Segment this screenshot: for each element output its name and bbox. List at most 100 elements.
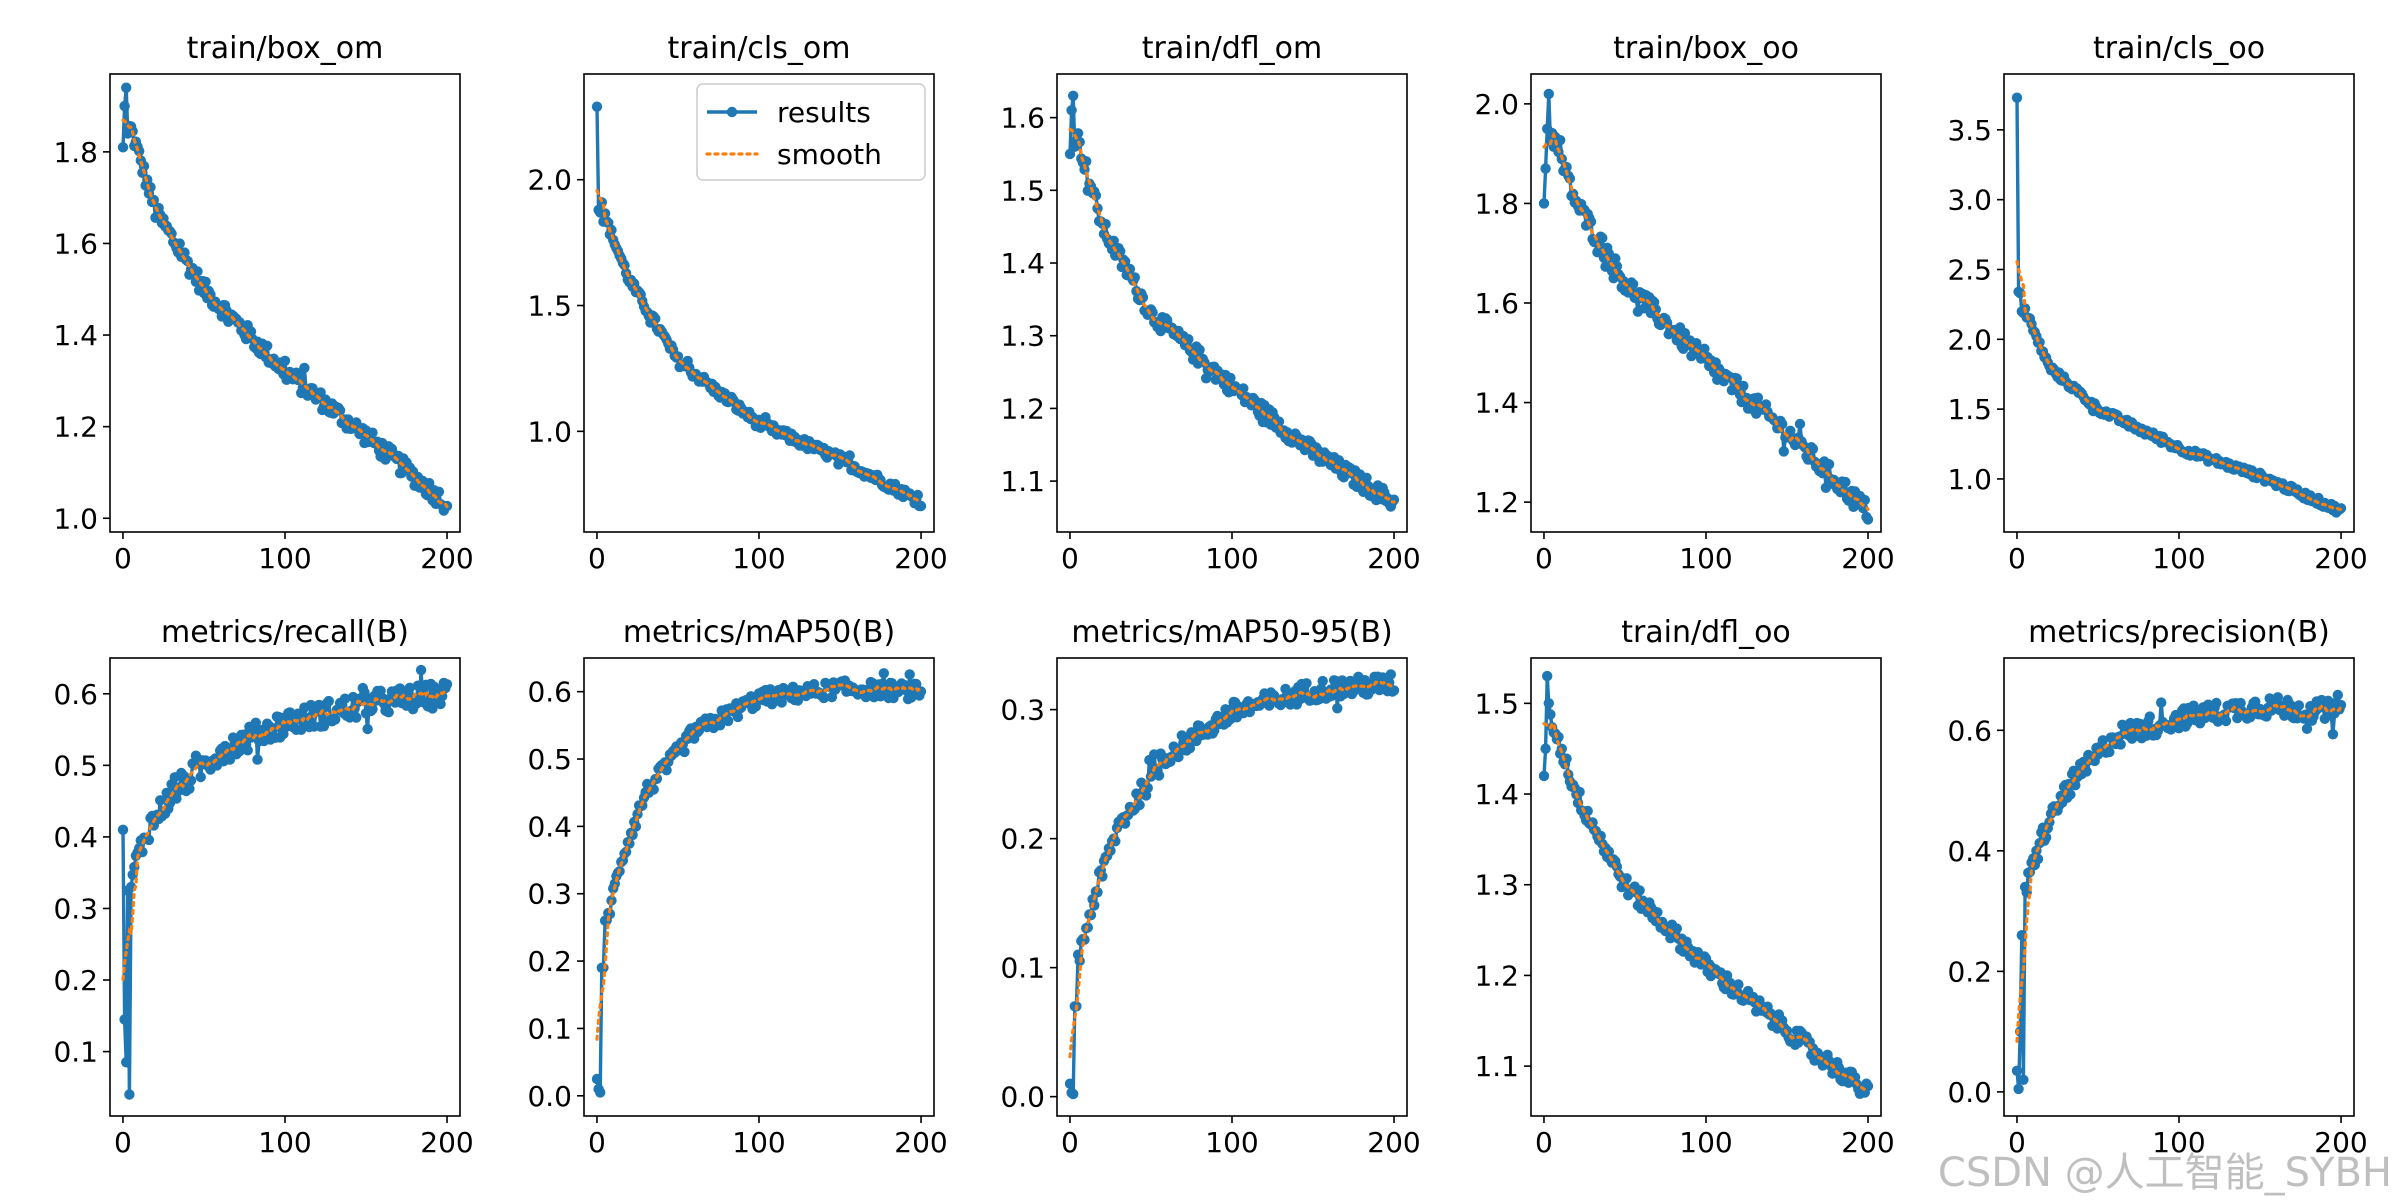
y-tick-label: 1.5 — [1947, 393, 1992, 426]
results-point — [1817, 468, 1828, 479]
results-point — [155, 795, 166, 806]
results-point — [1752, 392, 1764, 403]
results-point — [1301, 678, 1312, 689]
results-point — [904, 669, 915, 680]
y-tick-label: 1.0 — [53, 502, 98, 535]
results-point — [362, 723, 373, 735]
results-point — [1582, 805, 1593, 817]
y-tick-label: 0.4 — [53, 821, 98, 854]
results-point — [2156, 697, 2167, 708]
results-point — [367, 704, 378, 715]
y-tick-label: 1.2 — [1474, 959, 1519, 992]
results-point — [2220, 715, 2232, 727]
results-point — [1385, 669, 1397, 680]
results-point — [195, 771, 206, 783]
results-point — [279, 355, 291, 366]
results-point — [119, 100, 130, 112]
y-tick-label: 0.2 — [1947, 955, 1992, 988]
x-tick-label: 100 — [2152, 1126, 2205, 1159]
x-tick-label: 200 — [2314, 542, 2367, 575]
results-point — [732, 711, 744, 723]
smooth-line — [2015, 703, 2343, 1043]
legend-results-marker — [726, 106, 738, 118]
results-point — [121, 82, 132, 93]
results-point — [1545, 709, 1556, 720]
x-tick-label: 100 — [258, 542, 311, 575]
results-line — [1542, 92, 1870, 521]
y-tick-label: 1.6 — [53, 227, 98, 260]
results-point — [351, 712, 362, 723]
plot-frame — [109, 73, 461, 533]
smooth-line — [1068, 680, 1396, 1059]
chart-title: train/cls_om — [668, 31, 851, 66]
results-point — [1361, 472, 1372, 483]
results-point — [299, 362, 310, 374]
chart-panel: train/box_oo 0 100 200 1.2 1.4 1.6 1.8 2.0 — [1474, 31, 1894, 575]
plot-frame — [2003, 657, 2355, 1117]
results-point — [1823, 459, 1835, 470]
y-tick-label: 0.1 — [1000, 952, 1045, 985]
chart-panel: train/dfl_om 0 100 200 1.1 1.2 1.3 1.4 1.5 1.6 — [1000, 31, 1420, 575]
results-point — [117, 142, 129, 153]
chart-title: train/dfl_om — [1142, 31, 1322, 66]
results-point — [415, 664, 427, 676]
results-point — [441, 679, 453, 690]
series-group — [591, 668, 927, 1098]
plot-frame — [1056, 73, 1408, 533]
results-line — [1068, 94, 1396, 509]
chart-title: train/box_om — [187, 31, 384, 66]
results-point — [595, 1087, 606, 1098]
results-point — [1153, 770, 1165, 781]
smooth-line — [121, 118, 449, 509]
series-group — [1538, 88, 1874, 525]
plot-frame — [583, 657, 935, 1117]
results-point — [1540, 743, 1551, 754]
x-tick-label: 0 — [1535, 1126, 1553, 1159]
plot-frame — [1530, 73, 1882, 533]
plot-frame — [583, 73, 935, 533]
results-point — [818, 692, 829, 704]
y-tick-label: 3.5 — [1947, 114, 1992, 147]
results-point — [1733, 979, 1744, 990]
results-point — [844, 450, 855, 461]
x-tick-label: 100 — [732, 1126, 785, 1159]
plot-frame — [2003, 73, 2355, 533]
results-line — [1068, 672, 1396, 1096]
results-point — [192, 266, 203, 277]
plot-frame — [1056, 657, 1408, 1117]
results-point — [161, 787, 172, 798]
results-point — [591, 101, 603, 112]
results-point — [606, 224, 617, 236]
y-tick-label: 1.6 — [1474, 287, 1519, 320]
x-tick-label: 200 — [894, 1126, 947, 1159]
results-point — [2293, 700, 2305, 711]
series-group — [1538, 670, 1874, 1100]
results-point — [1538, 770, 1550, 782]
smooth-line — [121, 689, 449, 981]
results-point — [1627, 279, 1639, 290]
results-point — [1610, 253, 1621, 264]
series-group — [2011, 92, 2347, 518]
results-point — [296, 724, 307, 735]
x-tick-label: 0 — [588, 542, 606, 575]
results-point — [1147, 307, 1158, 318]
results-point — [2011, 1065, 2023, 1077]
results-point — [2018, 1074, 2029, 1086]
results-point — [1317, 675, 1328, 687]
y-tick-label: 1.6 — [1000, 102, 1045, 135]
results-point — [1699, 343, 1710, 354]
results-point — [1597, 232, 1608, 244]
plot-frame — [109, 657, 461, 1117]
y-tick-label: 1.2 — [1000, 392, 1045, 425]
results-point — [1858, 503, 1869, 514]
y-tick-label: 1.3 — [1000, 320, 1045, 353]
results-point — [878, 668, 889, 679]
y-tick-label: 2.0 — [1947, 323, 1992, 356]
y-tick-label: 1.4 — [1474, 387, 1519, 420]
results-line — [121, 85, 448, 513]
chart-title: metrics/precision(B) — [2028, 615, 2330, 650]
results-point — [2144, 711, 2155, 722]
y-tick-label: 0.2 — [53, 964, 98, 997]
smooth-line — [595, 189, 923, 504]
y-tick-label: 0.2 — [527, 945, 572, 978]
